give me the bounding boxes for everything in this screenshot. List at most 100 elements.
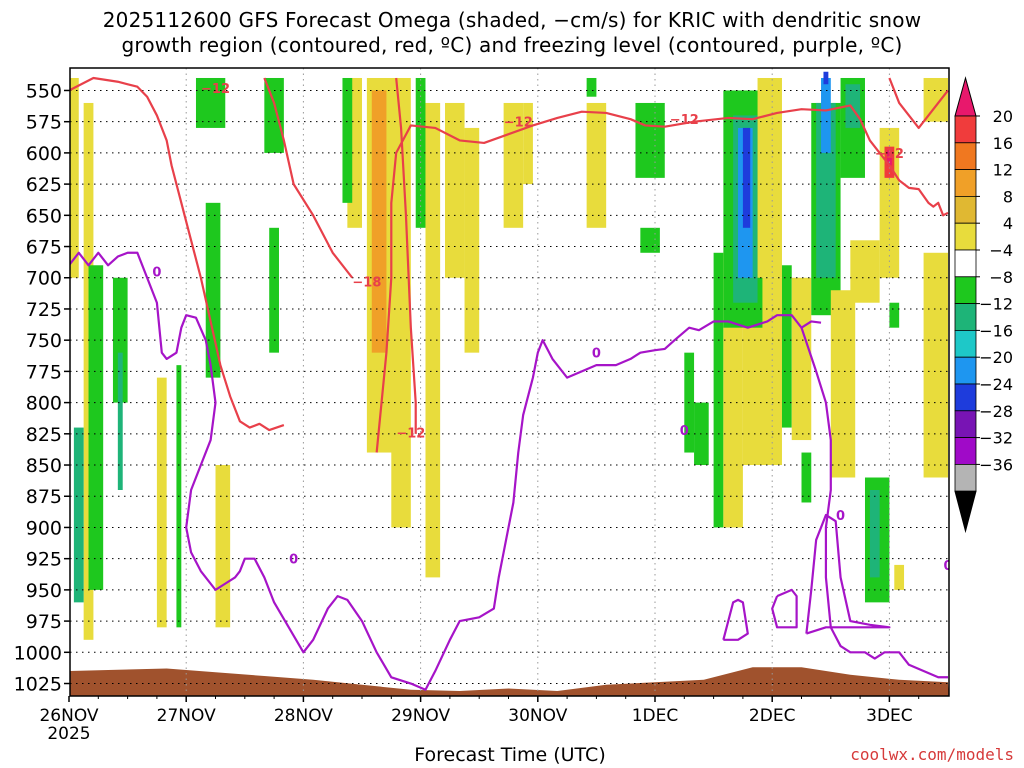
omega-shaded-cell xyxy=(801,452,812,503)
omega-shaded-cell xyxy=(823,71,829,85)
contour-label: 0 xyxy=(680,424,689,439)
omega-shaded-cell xyxy=(869,489,880,578)
colorbar-bottom-arrow xyxy=(954,490,977,534)
colorbar-swatch xyxy=(954,142,977,171)
y-tick-label: 850 xyxy=(26,455,62,477)
colorbar-label: −20 xyxy=(979,348,1013,367)
colorbar-swatch xyxy=(954,169,977,197)
y-tick-label: 1000 xyxy=(14,642,62,664)
omega-shaded-cell xyxy=(791,277,812,441)
x-tick-label: 1DEC xyxy=(632,706,679,726)
contour-line xyxy=(395,77,417,434)
omega-shaded-cell xyxy=(415,77,426,228)
colorbar-label: 12 xyxy=(993,161,1013,180)
contour-label: 0 xyxy=(943,559,952,574)
contour-line xyxy=(375,104,949,453)
omega-shaded-cell xyxy=(464,127,480,353)
y-tick-label: 725 xyxy=(26,299,62,321)
y-axis: 550 575 600 625 650 675 700 725 750 775 800 825 850 8… xyxy=(14,80,70,696)
omega-shaded-cell xyxy=(445,102,465,278)
y-tick-label: 950 xyxy=(26,580,62,602)
colorbar-label: 4 xyxy=(1003,214,1013,233)
omega-shaded-cell xyxy=(88,265,104,590)
contour-line xyxy=(888,77,949,130)
colorbar-label: −24 xyxy=(979,375,1013,394)
contour-line xyxy=(722,598,749,641)
omega-shaded-cell xyxy=(215,465,231,628)
x-tick-label: 30NOV xyxy=(508,706,567,726)
y-tick-label: 625 xyxy=(26,174,62,196)
omega-shaded-cell xyxy=(156,377,167,628)
omega-shaded-cell xyxy=(269,227,279,353)
y-tick-label: 675 xyxy=(26,237,62,259)
omega-shaded-cell xyxy=(342,77,353,203)
colorbar-swatch xyxy=(954,383,977,412)
colorbar-label: −16 xyxy=(979,321,1013,340)
contour-label: −12 xyxy=(396,427,425,442)
contour-label: −12 xyxy=(504,116,533,131)
omega-shaded-cell xyxy=(742,127,751,228)
colorbar-label: −32 xyxy=(979,429,1013,448)
x-axis-title: Forecast Time (UTC) xyxy=(414,744,606,766)
y-tick-label: 575 xyxy=(26,112,62,134)
x-tick-label: 26NOV xyxy=(39,706,98,726)
omega-shaded-cell xyxy=(757,77,782,278)
omega-shaded-cell xyxy=(425,102,441,578)
x-tick-label: 2DEC xyxy=(749,706,796,726)
omega-shaded-cell xyxy=(635,102,665,178)
contour-label: 0 xyxy=(592,347,601,362)
y-tick-label: 925 xyxy=(26,549,62,571)
colorbar-swatch xyxy=(954,356,977,385)
omega-shaded-cell xyxy=(886,150,892,166)
omega-shaded-cell xyxy=(586,102,607,228)
colorbar-swatch xyxy=(954,249,977,278)
x-tick-label: 28NOV xyxy=(274,706,333,726)
terrain-area xyxy=(70,667,949,696)
x-axis: 26NOV 27NOV 28NOV 29NOV 30NOV 1DEC 2DEC 3DEC 202… xyxy=(39,696,920,744)
omega-shaded-cell xyxy=(195,77,226,128)
contour-label: 0 xyxy=(289,553,298,568)
y-tick-label: 800 xyxy=(26,393,62,415)
x-tick-label: 27NOV xyxy=(157,706,216,726)
y-tick-label: 750 xyxy=(26,330,62,352)
colorbar-swatch xyxy=(954,276,977,304)
y-tick-label: 825 xyxy=(26,424,62,446)
omega-shaded-cell xyxy=(586,77,597,97)
colorbar-label: 16 xyxy=(993,134,1013,153)
grid-layer xyxy=(70,68,949,696)
y-tick-label: 600 xyxy=(26,143,62,165)
y-tick-label: 1025 xyxy=(14,674,62,696)
omega-shaded-cell xyxy=(371,90,387,353)
colorbar-swatch xyxy=(954,437,977,465)
omega-shaded-cell xyxy=(112,277,128,403)
x-tick-label: 3DEC xyxy=(866,706,913,726)
contour-line xyxy=(263,77,354,279)
omega-shaded-cell xyxy=(845,84,861,128)
colorbar-swatch xyxy=(954,222,977,251)
colorbar-label: −28 xyxy=(979,402,1013,421)
omega-shaded-cell xyxy=(889,302,900,328)
y-tick-label: 550 xyxy=(26,80,62,102)
colorbar-label: −8 xyxy=(989,268,1013,287)
y-tick-label: 775 xyxy=(26,361,62,383)
colorbar-swatch xyxy=(954,303,977,331)
omega-shaded-cell xyxy=(781,265,792,428)
y-tick-label: 650 xyxy=(26,205,62,227)
omega-shading-layer xyxy=(70,71,948,640)
y-tick-label: 975 xyxy=(26,611,62,633)
omega-shaded-cell xyxy=(894,564,905,590)
omega-shaded-cell xyxy=(923,77,948,122)
colorbar-label: 8 xyxy=(1003,187,1013,206)
colorbar-swatch xyxy=(954,463,977,492)
contour-label: 0 xyxy=(152,266,161,281)
omega-shaded-cell xyxy=(821,77,831,153)
contour-line xyxy=(70,251,822,691)
chart-title-line-1: 2025112600 GFS Forecast Omega (shaded, −… xyxy=(102,8,922,32)
colorbar-label: −4 xyxy=(989,241,1013,260)
contour-line xyxy=(771,588,798,629)
omega-shaded-cell xyxy=(923,252,948,478)
credit-link[interactable]: coolwx.com/models xyxy=(850,745,1014,764)
colorbar-label: 20 xyxy=(993,107,1013,126)
omega-shaded-cell xyxy=(70,77,79,278)
colorbar-swatch xyxy=(954,195,977,224)
